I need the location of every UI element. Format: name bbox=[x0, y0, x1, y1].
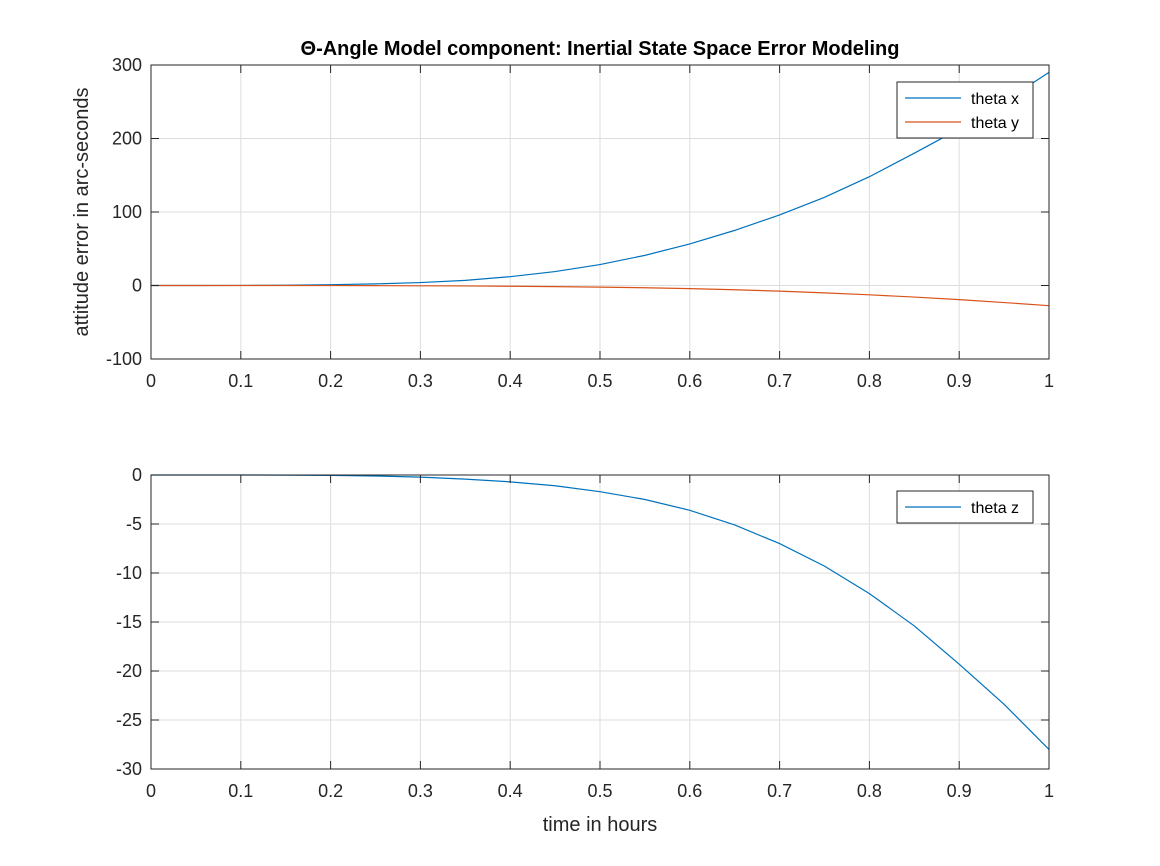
bottom-subplot: 0 0.1 0.2 0.3 0.4 0.5 0.6 0.7 0.8 0.9 1 -30 -25 -20 -1… bbox=[116, 465, 1054, 836]
y-tick-label: 100 bbox=[112, 202, 142, 222]
x-tick-label: 0.4 bbox=[498, 781, 523, 801]
x-tick-label: 0.4 bbox=[498, 371, 523, 391]
y-tick-label: -25 bbox=[116, 710, 142, 730]
y-tick-label: -10 bbox=[116, 563, 142, 583]
x-tick-label: 0.8 bbox=[857, 371, 882, 391]
y-tick-label: -20 bbox=[116, 661, 142, 681]
y-tick-label: 0 bbox=[132, 465, 142, 485]
x-tick-label: 0.7 bbox=[767, 371, 792, 391]
x-tick-label: 0.5 bbox=[587, 371, 612, 391]
y-tick-label: 0 bbox=[132, 276, 142, 296]
y-axis-label: attitude error in arc-seconds bbox=[71, 87, 93, 336]
legend-box bbox=[896, 81, 1034, 139]
x-tick-label: 1 bbox=[1044, 371, 1054, 391]
x-tick-label: 0.1 bbox=[228, 781, 253, 801]
x-tick-label: 0 bbox=[146, 781, 156, 801]
y-tick-label: 200 bbox=[112, 129, 142, 149]
legend-entry: theta x bbox=[971, 91, 1019, 108]
x-tick-label: 0 bbox=[146, 371, 156, 391]
legend-entry: theta z bbox=[971, 500, 1019, 517]
x-tick-label: 0.9 bbox=[947, 371, 972, 391]
x-axis-label: time in hours bbox=[543, 814, 658, 836]
y-tick-label: -30 bbox=[116, 759, 142, 779]
x-tick-label: 0.6 bbox=[677, 371, 702, 391]
x-tick-label: 0.9 bbox=[947, 781, 972, 801]
x-tick-label: 0.1 bbox=[228, 371, 253, 391]
x-tick-label: 0.3 bbox=[408, 781, 433, 801]
x-tick-label: 0.8 bbox=[857, 781, 882, 801]
x-tick-label: 1 bbox=[1044, 781, 1054, 801]
y-tick-label: 300 bbox=[112, 55, 142, 75]
x-tick-label: 0.7 bbox=[767, 781, 792, 801]
x-tick-label: 0.6 bbox=[677, 781, 702, 801]
top-subplot: 0 0.1 0.2 0.3 0.4 0.5 0.6 0.7 0.8 0.9 1-1000100200… bbox=[71, 55, 1054, 391]
chart-title: Θ-Angle Model component: Inertial State … bbox=[301, 38, 900, 60]
series-line-theta-y bbox=[151, 284, 1050, 307]
x-tick-label: 0.2 bbox=[318, 781, 343, 801]
y-tick-label: -15 bbox=[116, 612, 142, 632]
x-tick-label: 0.5 bbox=[587, 781, 612, 801]
x-tick-label: 0.3 bbox=[408, 371, 433, 391]
y-tick-label: -100 bbox=[106, 349, 142, 369]
y-tick-label: -5 bbox=[126, 514, 142, 534]
x-tick-label: 0.2 bbox=[318, 371, 343, 391]
legend-entry: theta y bbox=[971, 115, 1019, 132]
